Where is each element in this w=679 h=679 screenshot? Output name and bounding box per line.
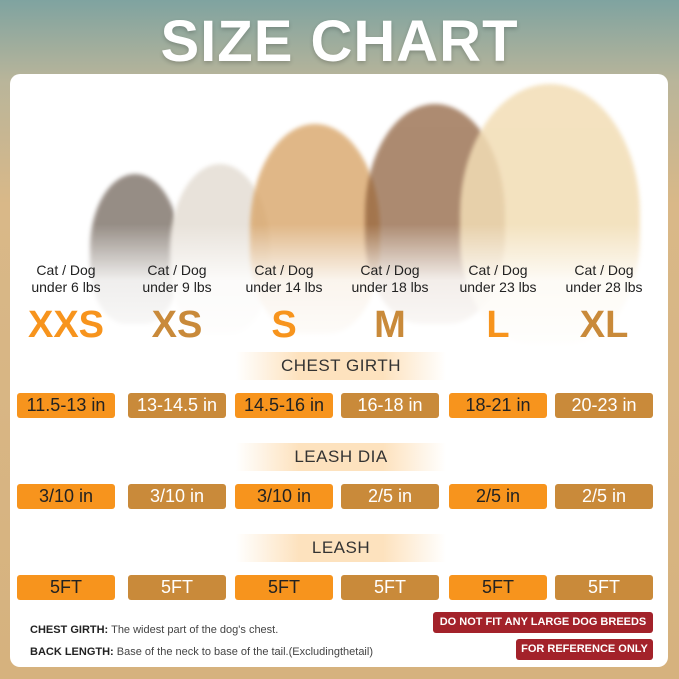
weight-line-1: Cat / Dog (36, 262, 96, 278)
chest-girth-cell: 14.5-16 in (235, 393, 333, 418)
weight-line-2: under 18 lbs (351, 279, 429, 295)
weight-line-2: under 9 lbs (142, 279, 212, 295)
leash-dia-cell: 2/5 in (555, 484, 653, 509)
large-breed-warning-badge: DO NOT FIT ANY LARGE DOG BREEDS (433, 612, 653, 633)
back-length-note: BACK LENGTH: Base of the neck to base of… (30, 646, 373, 658)
weight-line-1: Cat / Dog (147, 262, 207, 278)
chest-girth-cell: 11.5-13 in (17, 393, 115, 418)
weight-line-1: Cat / Dog (254, 262, 314, 278)
size-label: L (486, 304, 510, 346)
dogs-photo (10, 74, 668, 364)
weight-line-1: Cat / Dog (574, 262, 634, 278)
weight-label: Cat / Dog under 23 lbs (445, 262, 551, 296)
weight-label: Cat / Dog under 18 lbs (337, 262, 443, 296)
chest-girth-cell: 20-23 in (555, 393, 653, 418)
leash-header: LEASH (236, 534, 446, 562)
weight-line-2: under 6 lbs (31, 279, 101, 295)
leash-dia-cell: 2/5 in (341, 484, 439, 509)
leash-dia-cell: 3/10 in (17, 484, 115, 509)
weight-label: Cat / Dog under 28 lbs (551, 262, 657, 296)
page-title: SIZE CHART (160, 9, 519, 74)
leash-dia-header: LEASH DIA (236, 443, 446, 471)
leash-dia-cell: 3/10 in (128, 484, 226, 509)
weight-line-2: under 28 lbs (565, 279, 643, 295)
leash-cell: 5FT (235, 575, 333, 600)
leash-cell: 5FT (128, 575, 226, 600)
chest-girth-header: CHEST GIRTH (236, 352, 446, 380)
weight-line-1: Cat / Dog (468, 262, 528, 278)
weight-label: Cat / Dog under 9 lbs (124, 262, 230, 296)
leash-cell: 5FT (17, 575, 115, 600)
weight-label: Cat / Dog under 14 lbs (231, 262, 337, 296)
chest-girth-note: CHEST GIRTH: The widest part of the dog'… (30, 624, 279, 636)
chest-girth-cell: 16-18 in (341, 393, 439, 418)
size-chart-card: Cat / Dog under 6 lbs XXS 11.5-13 in 3/10 in… (10, 74, 668, 667)
size-label: M (374, 304, 406, 346)
leash-dia-cell: 2/5 in (449, 484, 547, 509)
leash-cell: 5FT (555, 575, 653, 600)
weight-label: Cat / Dog under 6 lbs (13, 262, 119, 296)
reference-only-badge: FOR REFERENCE ONLY (516, 639, 653, 660)
weight-line-2: under 23 lbs (459, 279, 537, 295)
weight-line-2: under 14 lbs (245, 279, 323, 295)
size-label: XL (579, 304, 629, 346)
leash-cell: 5FT (449, 575, 547, 600)
size-label: XXS (27, 304, 105, 346)
size-label: XS (151, 304, 203, 346)
weight-line-1: Cat / Dog (360, 262, 420, 278)
chest-girth-cell: 18-21 in (449, 393, 547, 418)
chest-girth-cell: 13-14.5 in (128, 393, 226, 418)
leash-dia-cell: 3/10 in (235, 484, 333, 509)
size-label: S (271, 304, 297, 346)
leash-cell: 5FT (341, 575, 439, 600)
